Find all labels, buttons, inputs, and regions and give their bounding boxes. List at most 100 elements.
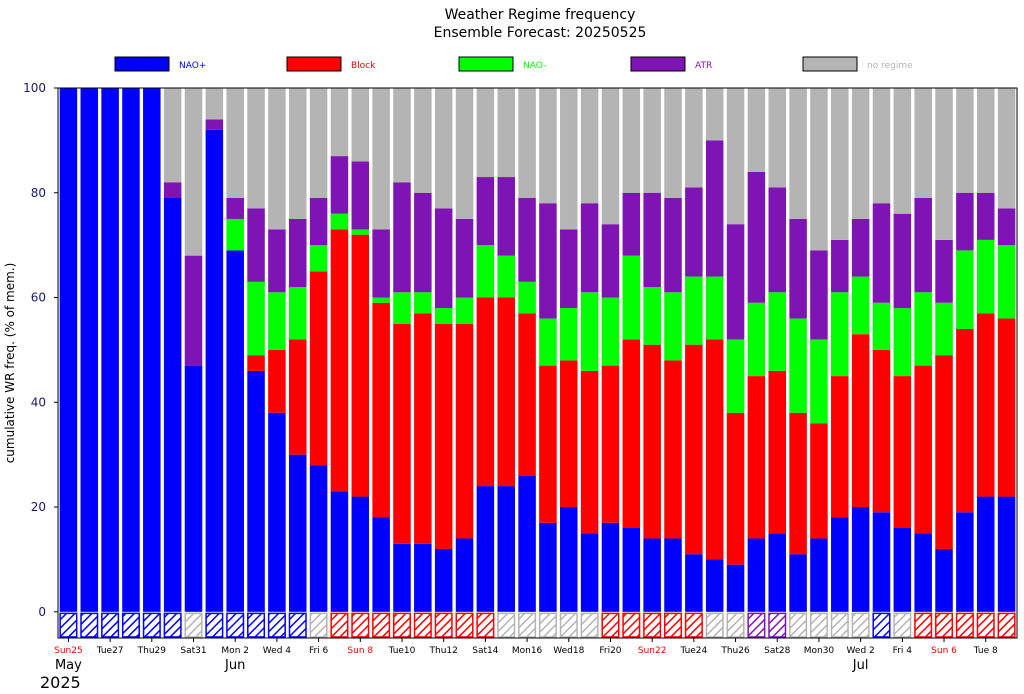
- bar-nao_minus-26: [601, 297, 620, 366]
- dominant-marker-27: [622, 612, 641, 638]
- bar-atr-37: [831, 239, 849, 293]
- bar-atr-22: [518, 198, 536, 282]
- bar-nao_plus-21: [497, 486, 515, 612]
- dominant-marker-9: [247, 612, 266, 638]
- dominant-marker-38: [851, 612, 870, 638]
- legend-label-block: Block: [351, 61, 376, 71]
- y-axis: 0 20 40 60 80 100: [23, 81, 58, 619]
- bar-no_regime-44: [976, 88, 995, 193]
- bar-nao_plus-22: [518, 475, 536, 612]
- bar-no_regime-14: [351, 88, 370, 162]
- bar-nao_minus-22: [518, 281, 536, 314]
- bar-block-25: [580, 370, 599, 534]
- bar-no_regime-16: [393, 88, 411, 183]
- bar-atr-32: [726, 224, 745, 340]
- dominant-marker-37: [830, 612, 849, 638]
- bar-no_regime-19: [455, 88, 474, 219]
- bar-no_regime-43: [956, 88, 974, 193]
- bar-block-40: [893, 376, 912, 528]
- bar-block-22: [518, 313, 536, 476]
- x-tick-label: Sat14: [472, 646, 498, 656]
- bar-no_regime-32: [726, 88, 745, 225]
- x-tick-label: Mon 2: [221, 646, 249, 656]
- bar-no_regime-23: [539, 88, 557, 204]
- legend-swatch-nao_plus: [114, 56, 170, 72]
- bar-nao_plus-15: [372, 517, 390, 612]
- bar-nao_plus-30: [685, 554, 703, 612]
- bar-atr-36: [810, 250, 828, 340]
- bar-block-16: [393, 323, 411, 544]
- bar-nao_plus-17: [414, 543, 432, 612]
- month-label: May: [55, 658, 82, 673]
- bar-nao_plus-23: [539, 522, 557, 612]
- bar-no_regime-37: [831, 88, 849, 240]
- bar-no_regime-20: [476, 88, 495, 178]
- legend: NAO+ Block NAO- ATR no regime: [114, 56, 913, 72]
- dominant-marker-0: [59, 612, 78, 638]
- bar-nao_plus-28: [643, 538, 661, 612]
- bar-no_regime-10: [268, 88, 286, 230]
- dominant-marker-12: [309, 612, 328, 638]
- bar-no_regime-5: [163, 88, 182, 183]
- dominant-marker-34: [768, 612, 787, 638]
- bar-atr-9: [247, 208, 265, 282]
- bar-no_regime-30: [685, 88, 703, 188]
- bar-atr-30: [685, 187, 703, 277]
- x-tick-label: Tue24: [679, 646, 707, 656]
- bar-atr-24: [560, 229, 578, 308]
- dominant-marker-15: [372, 612, 391, 638]
- bar-no_regime-28: [643, 88, 661, 193]
- year-label: 2025: [40, 673, 81, 692]
- dominant-marker-14: [351, 612, 370, 638]
- bar-no_regime-42: [935, 88, 953, 240]
- bar-atr-28: [643, 192, 661, 288]
- bar-block-43: [956, 328, 974, 513]
- bar-nao_minus-36: [810, 339, 828, 424]
- bar-block-20: [476, 297, 495, 487]
- y-tick-label: 20: [31, 500, 46, 514]
- dominant-marker-29: [664, 612, 683, 638]
- bar-no_regime-9: [247, 88, 265, 209]
- bar-block-18: [434, 323, 453, 549]
- bar-atr-20: [476, 177, 495, 246]
- bar-nao_minus-27: [622, 255, 641, 340]
- bar-block-29: [664, 360, 682, 539]
- bar-no_regime-29: [664, 88, 682, 198]
- bar-nao_minus-25: [580, 292, 599, 371]
- bar-nao_minus-40: [893, 308, 912, 377]
- bar-no_regime-12: [309, 88, 328, 198]
- x-tick-label: Wed18: [553, 646, 584, 656]
- bar-nao_minus-38: [851, 276, 870, 335]
- bar-block-10: [268, 349, 286, 413]
- x-tick-label: Sat28: [764, 646, 790, 656]
- legend-label-nao_plus: NAO+: [179, 61, 206, 71]
- bar-block-23: [539, 365, 557, 523]
- bar-nao_plus-27: [622, 528, 641, 612]
- bar-block-14: [351, 234, 370, 497]
- bar-no_regime-36: [810, 88, 828, 251]
- bar-nao_plus-1: [80, 88, 99, 612]
- bar-no_regime-11: [288, 88, 307, 219]
- legend-label-nao_minus: NAO-: [523, 61, 546, 71]
- bar-atr-27: [622, 192, 641, 256]
- bar-no_regime-33: [747, 88, 766, 172]
- bar-atr-44: [976, 192, 995, 240]
- x-tick-label: Thu12: [429, 646, 458, 656]
- bar-atr-15: [372, 229, 390, 298]
- bar-block-32: [726, 412, 745, 565]
- bar-no_regime-27: [622, 88, 641, 193]
- bar-atr-38: [851, 218, 870, 277]
- bar-block-37: [831, 376, 849, 518]
- bar-no_regime-7: [205, 88, 224, 120]
- bar-atr-26: [601, 224, 620, 298]
- bar-block-26: [601, 365, 620, 523]
- x-tick-label: Sun 8: [347, 646, 373, 656]
- bar-no_regime-25: [580, 88, 599, 204]
- bar-nao_minus-34: [768, 292, 787, 371]
- bar-nao_plus-37: [831, 517, 849, 612]
- x-tick-label: Tue27: [96, 646, 124, 656]
- plot-frame: [57, 87, 1018, 639]
- y-axis-label: cumulative WR freq. (% of mem.): [3, 263, 17, 464]
- bar-block-33: [747, 376, 766, 539]
- bar-nao_plus-40: [893, 528, 912, 612]
